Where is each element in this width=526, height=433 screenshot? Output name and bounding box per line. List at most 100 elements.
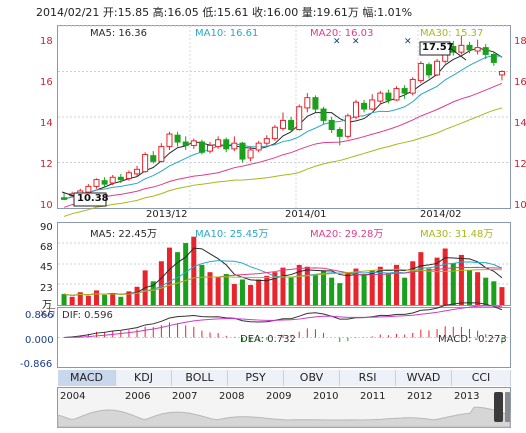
event-marker: ✕ xyxy=(404,37,412,47)
candle-body xyxy=(344,115,351,137)
volume-bar xyxy=(304,266,310,305)
candle-body xyxy=(425,64,432,76)
timeline-area xyxy=(57,406,511,428)
candle-body xyxy=(458,44,465,53)
volume-bar xyxy=(215,276,221,305)
volume-bars xyxy=(61,236,505,305)
volume-bar xyxy=(93,290,100,305)
quote-close: 收:16.00 xyxy=(252,6,299,19)
volume-bar xyxy=(418,252,424,305)
price-tick-right: 18 xyxy=(514,36,526,47)
volume-bar xyxy=(158,261,164,305)
candle-body xyxy=(247,149,254,159)
volume-bar xyxy=(134,286,140,305)
price-tick-left: 18 xyxy=(40,36,53,47)
candle-body xyxy=(109,176,116,184)
candle-body xyxy=(304,97,311,109)
candle-body xyxy=(352,101,359,118)
candle-body xyxy=(117,176,124,181)
price-tick-right: 16 xyxy=(514,77,526,88)
candle-body xyxy=(393,88,400,101)
low-callout-line xyxy=(61,191,75,197)
low-marker-label: 10.38 xyxy=(77,193,109,204)
candle-body xyxy=(409,78,416,94)
macd-tick: 0.866 xyxy=(25,310,54,321)
macd-tick: -0.866 xyxy=(20,359,53,370)
candle-body xyxy=(166,133,173,148)
date-tick: 2014/01 xyxy=(285,209,327,220)
candle-body xyxy=(93,179,100,187)
volume-bar xyxy=(288,277,294,305)
candle-body xyxy=(385,92,392,101)
candle-body xyxy=(450,45,457,53)
candle-body xyxy=(150,155,157,162)
candle-body xyxy=(498,71,505,76)
volume-bar xyxy=(150,281,156,305)
tab-wvad[interactable]: WVAD xyxy=(396,370,452,386)
volume-bar xyxy=(199,264,205,305)
candle-body xyxy=(320,108,327,121)
high-marker-label: 17.57 xyxy=(422,42,454,53)
macd-tick: 0.000 xyxy=(25,335,54,346)
vol-tick: 68 xyxy=(40,242,53,253)
timeline-year: 2013 xyxy=(454,391,480,402)
candle-body xyxy=(182,141,189,146)
volume-bar xyxy=(296,264,302,305)
volume-bar xyxy=(175,252,181,305)
timeline-year: 2006 xyxy=(125,391,151,402)
candle-body xyxy=(255,142,262,151)
candle-body xyxy=(279,119,287,129)
macd-series xyxy=(64,302,503,344)
tab-obv[interactable]: OBV xyxy=(284,370,340,386)
volume-bar xyxy=(353,268,359,305)
quote-date: 2014/02/21 xyxy=(36,6,100,19)
tab-cci[interactable]: CCI xyxy=(452,370,511,386)
candle-body xyxy=(474,47,481,52)
event-marker: ✕ xyxy=(333,37,341,47)
timeline-year: 2008 xyxy=(219,391,245,402)
candle-body xyxy=(490,53,497,63)
timeline-handle-end[interactable] xyxy=(505,392,510,422)
candle-body xyxy=(142,154,149,173)
candle-body xyxy=(125,172,132,179)
vol-ma30-legend: MA30: 31.48万 xyxy=(420,229,494,240)
volume-bar xyxy=(69,296,75,305)
event-marker: ✕ xyxy=(352,37,360,47)
tab-boll[interactable]: BOLL xyxy=(172,370,228,386)
ma5-line xyxy=(63,47,503,200)
ma5-legend: MA5: 16.36 xyxy=(90,28,148,39)
timeline-year: 2010 xyxy=(313,391,339,402)
volume-bar xyxy=(410,261,416,305)
low-callout-box xyxy=(73,192,107,207)
candle-body xyxy=(190,140,197,146)
tab-rsi[interactable]: RSI xyxy=(340,370,396,386)
volume-bar xyxy=(377,266,383,305)
tab-kdj[interactable]: KDJ xyxy=(116,370,172,386)
price-tick-right: 10 xyxy=(514,200,526,211)
candle-body xyxy=(369,99,376,110)
vol-ma30-line xyxy=(63,268,502,296)
tab-psy[interactable]: PSY xyxy=(228,370,284,386)
date-tick: 2014/02 xyxy=(420,209,462,220)
volume-bar xyxy=(118,296,124,305)
vol-tick: 90 xyxy=(40,222,53,233)
tab-macd[interactable]: MACD xyxy=(58,370,116,386)
candle-body xyxy=(223,139,230,150)
timeline-year: 2007 xyxy=(172,391,198,402)
candle-body xyxy=(198,141,205,153)
vol-ma10-legend: MA10: 25.45万 xyxy=(195,229,269,240)
price-tick-right: 14 xyxy=(514,118,526,129)
volume-bar xyxy=(361,274,367,305)
candle-body xyxy=(466,44,473,51)
candle-body xyxy=(328,119,335,131)
volume-bar xyxy=(499,287,505,305)
volume-bar xyxy=(280,267,286,305)
candle-body xyxy=(239,142,246,160)
volume-bar xyxy=(434,257,440,305)
volume-ma-lines xyxy=(63,247,503,296)
price-tick-left: 14 xyxy=(40,118,53,129)
price-tick-left: 16 xyxy=(40,77,53,88)
timeline-year: 2011 xyxy=(360,391,386,402)
timeline-handle-right[interactable] xyxy=(494,392,503,422)
candle-body xyxy=(231,142,238,150)
